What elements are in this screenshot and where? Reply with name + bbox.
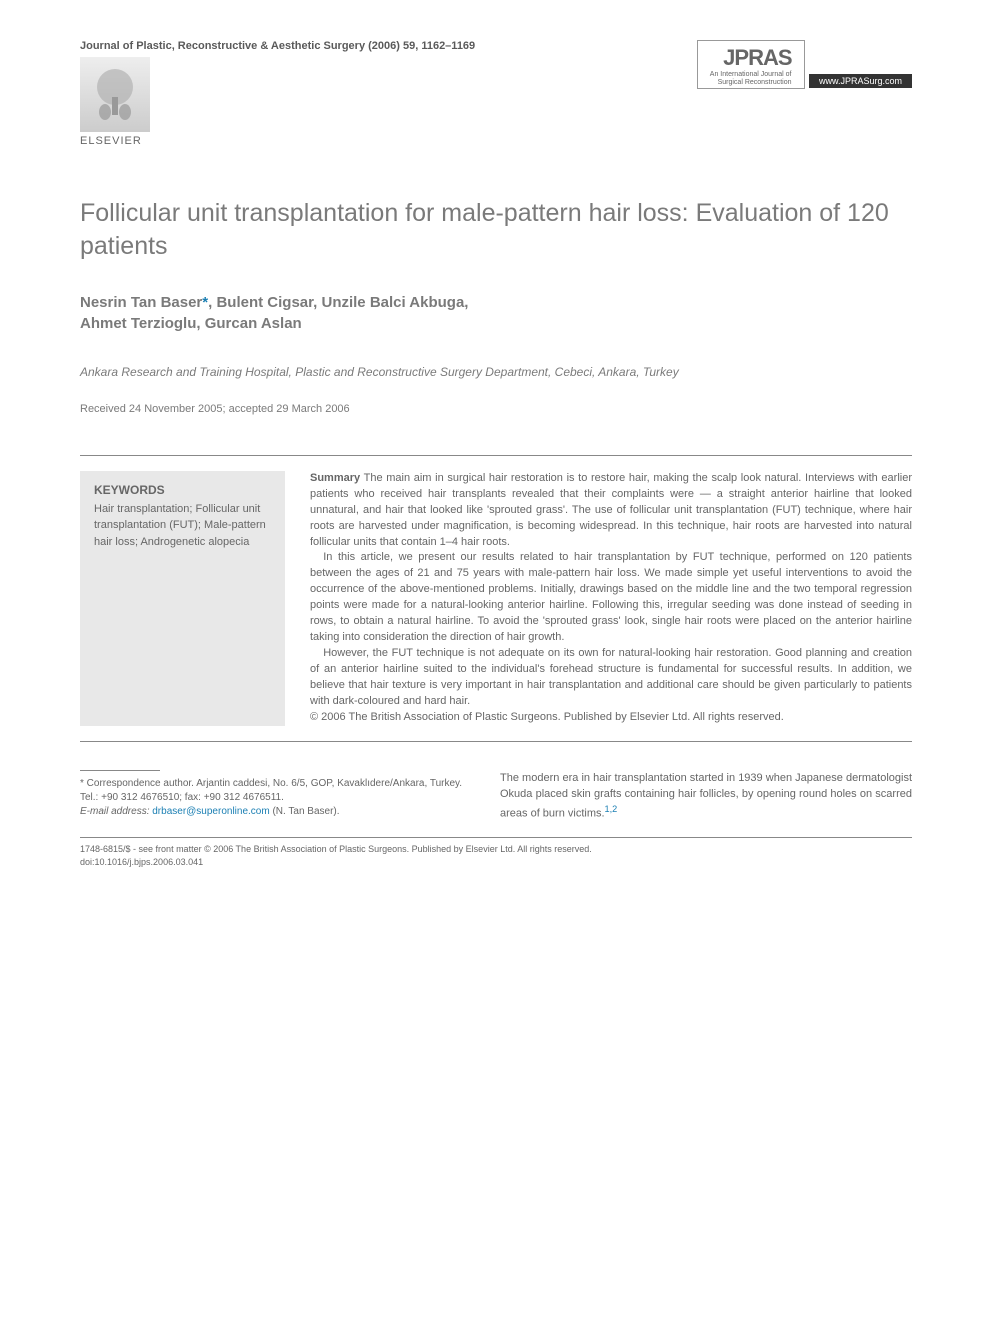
summary-p2: In this article, we present our results … <box>310 550 912 646</box>
article-title: Follicular unit transplantation for male… <box>80 197 912 262</box>
author-name: Nesrin Tan Baser <box>80 294 202 311</box>
summary-copyright: © 2006 The British Association of Plasti… <box>310 710 912 726</box>
email-line: E-mail address: drbaser@superonline.com … <box>80 805 475 819</box>
elsevier-tree-icon <box>80 57 150 132</box>
keywords-title: KEYWORDS <box>94 483 271 497</box>
email-label: E-mail address: <box>80 806 149 817</box>
authors: Nesrin Tan Baser*, Bulent Cigsar, Unzile… <box>80 292 912 334</box>
journal-logo: JPRAS An International Journal of Surgic… <box>697 40 912 89</box>
correspondence-note: * Correspondence author. Arjantin caddes… <box>80 777 475 805</box>
doi: doi:10.1016/j.bjps.2006.03.041 <box>80 856 912 869</box>
intro-text: The modern era in hair transplantation s… <box>500 770 912 822</box>
summary-label: Summary <box>310 472 360 484</box>
email-address[interactable]: drbaser@superonline.com <box>152 806 269 817</box>
jpras-sub2: Surgical Reconstruction <box>710 79 792 87</box>
affiliation: Ankara Research and Training Hospital, P… <box>80 364 912 381</box>
abstract-section: KEYWORDS Hair transplantation; Follicula… <box>80 455 912 742</box>
page-header: Journal of Plastic, Reconstructive & Aes… <box>80 40 912 147</box>
bottom-publication-note: 1748-6815/$ - see front matter © 2006 Th… <box>80 837 912 868</box>
summary-column: Summary The main aim in surgical hair re… <box>310 455 912 742</box>
summary-text: Summary The main aim in surgical hair re… <box>310 471 912 726</box>
author-names-line2: Ahmet Terzioglu, Gurcan Aslan <box>80 315 302 332</box>
publisher-name: ELSEVIER <box>80 135 475 147</box>
front-matter: 1748-6815/$ - see front matter © 2006 Th… <box>80 843 912 856</box>
journal-reference: Journal of Plastic, Reconstructive & Aes… <box>80 40 475 52</box>
summary-p1: The main aim in surgical hair restoratio… <box>310 472 912 548</box>
summary-p3: However, the FUT technique is not adequa… <box>310 646 912 710</box>
keywords-list: Hair transplantation; Follicular unit tr… <box>94 501 271 551</box>
intro-paragraph: The modern era in hair transplantation s… <box>500 772 912 820</box>
jpras-box: JPRAS An International Journal of Surgic… <box>697 40 805 89</box>
reference-link[interactable]: 1,2 <box>605 804 618 814</box>
keywords-box: KEYWORDS Hair transplantation; Follicula… <box>80 471 285 726</box>
article-dates: Received 24 November 2005; accepted 29 M… <box>80 403 912 415</box>
jpras-title: JPRAS <box>710 45 792 71</box>
publisher-logo: ELSEVIER <box>80 57 475 147</box>
email-suffix: (N. Tan Baser). <box>270 806 340 817</box>
author-names-cont: , Bulent Cigsar, Unzile Balci Akbuga, <box>208 294 468 311</box>
jpras-sub1: An International Journal of <box>710 71 792 79</box>
header-left: Journal of Plastic, Reconstructive & Aes… <box>80 40 475 147</box>
jpras-url: www.JPRASurg.com <box>809 74 912 88</box>
footer-columns: * Correspondence author. Arjantin caddes… <box>80 770 912 822</box>
correspondence-block: * Correspondence author. Arjantin caddes… <box>80 770 475 822</box>
